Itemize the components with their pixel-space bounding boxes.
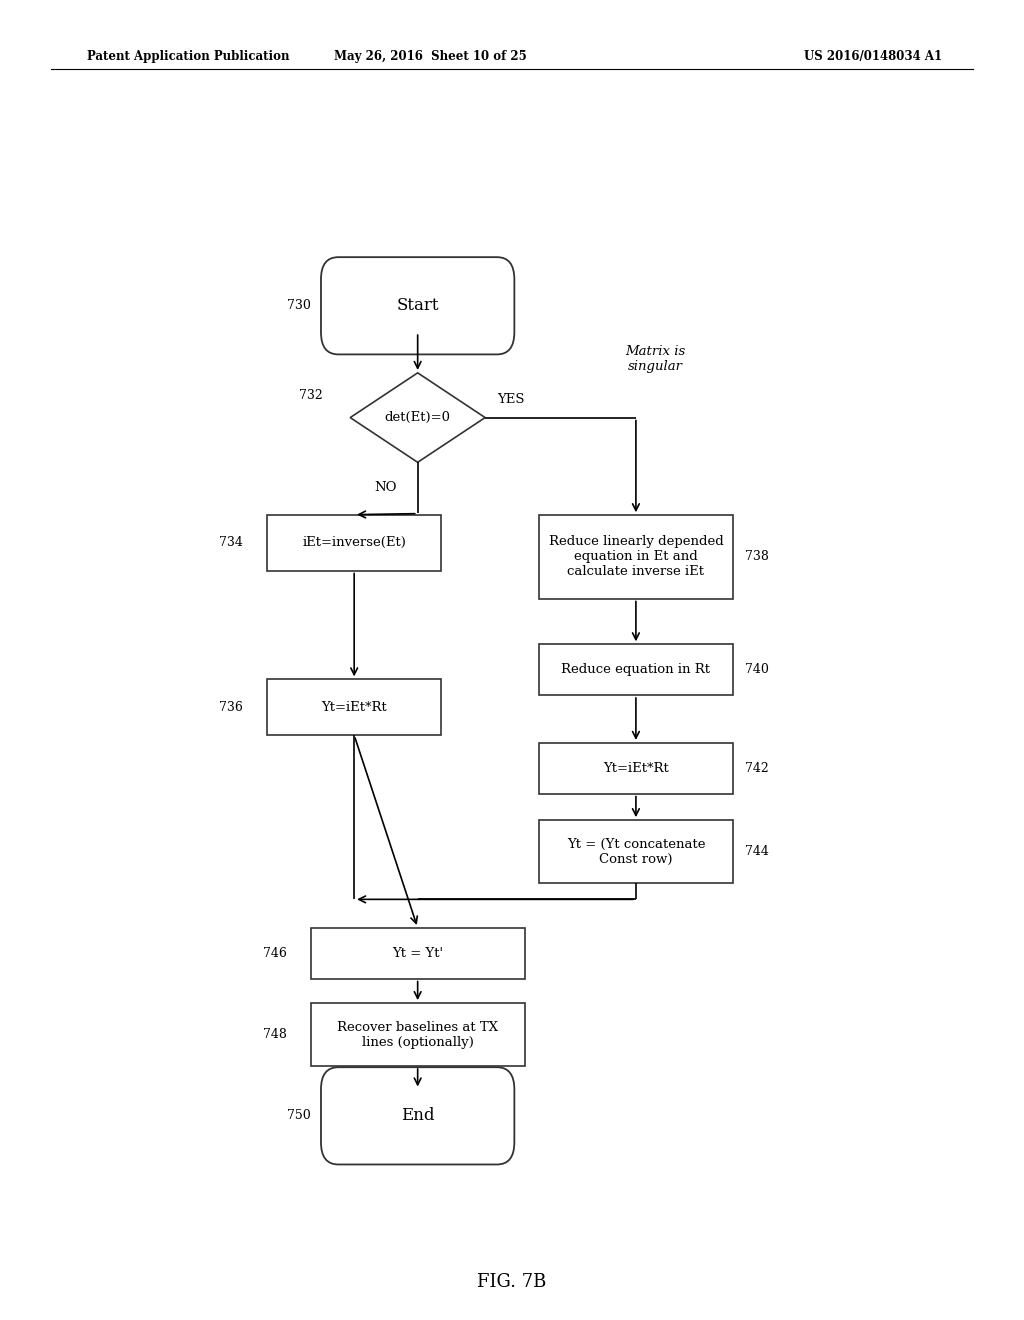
Bar — [539, 644, 733, 696]
Text: iEt=inverse(Et): iEt=inverse(Et) — [302, 536, 407, 549]
Text: 738: 738 — [745, 550, 769, 564]
Bar — [539, 515, 733, 598]
Bar — [310, 928, 525, 978]
Text: End: End — [401, 1107, 434, 1125]
Text: 736: 736 — [219, 701, 243, 714]
FancyBboxPatch shape — [321, 1068, 514, 1164]
Text: Patent Application Publication: Patent Application Publication — [87, 50, 290, 63]
Bar — [539, 820, 733, 883]
Bar — [267, 515, 441, 570]
Text: Start: Start — [396, 297, 439, 314]
Text: Yt=iEt*Rt: Yt=iEt*Rt — [603, 762, 669, 775]
Text: NO: NO — [375, 482, 397, 494]
Bar — [310, 1003, 525, 1067]
Text: 746: 746 — [263, 946, 287, 960]
Text: FIG. 7B: FIG. 7B — [477, 1272, 547, 1291]
Text: May 26, 2016  Sheet 10 of 25: May 26, 2016 Sheet 10 of 25 — [334, 50, 526, 63]
Text: 740: 740 — [745, 663, 769, 676]
Text: 750: 750 — [287, 1109, 310, 1122]
Bar — [267, 680, 441, 735]
Text: Yt=iEt*Rt: Yt=iEt*Rt — [322, 701, 387, 714]
Text: Reduce linearly depended
equation in Et and
calculate inverse iEt: Reduce linearly depended equation in Et … — [549, 536, 723, 578]
Text: 744: 744 — [745, 845, 769, 858]
Bar — [539, 743, 733, 793]
Text: Yt = Yt': Yt = Yt' — [392, 946, 443, 960]
Text: Reduce equation in Rt: Reduce equation in Rt — [561, 663, 711, 676]
FancyBboxPatch shape — [321, 257, 514, 354]
Polygon shape — [350, 372, 485, 462]
Text: Matrix is
singular: Matrix is singular — [626, 345, 686, 372]
Text: 734: 734 — [219, 536, 243, 549]
Text: 732: 732 — [299, 388, 323, 401]
Text: Recover baselines at TX
lines (optionally): Recover baselines at TX lines (optionall… — [337, 1020, 498, 1048]
Text: US 2016/0148034 A1: US 2016/0148034 A1 — [804, 50, 942, 63]
Text: Yt = (Yt concatenate
Const row): Yt = (Yt concatenate Const row) — [566, 838, 706, 866]
Text: YES: YES — [497, 393, 524, 405]
Text: 748: 748 — [263, 1028, 287, 1041]
Text: det(Et)=0: det(Et)=0 — [385, 411, 451, 424]
Text: 730: 730 — [287, 300, 310, 313]
Text: 742: 742 — [745, 762, 769, 775]
